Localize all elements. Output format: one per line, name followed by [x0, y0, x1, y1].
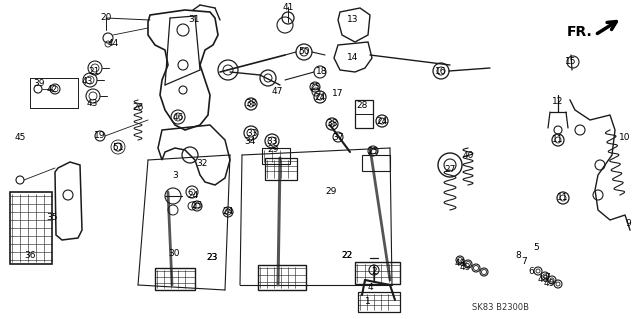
Text: 19: 19 [94, 131, 106, 140]
Text: 9: 9 [625, 219, 631, 228]
Bar [355, 100, 373, 128]
Text: 33: 33 [246, 129, 258, 137]
Text: FR.: FR. [567, 25, 593, 39]
Text: 5: 5 [533, 243, 539, 253]
Text: 11: 11 [557, 194, 569, 203]
Text: 20: 20 [100, 13, 112, 23]
Text: 13: 13 [348, 14, 359, 24]
Text: 36: 36 [24, 250, 36, 259]
Text: 11: 11 [552, 136, 564, 145]
Bar [258, 265, 306, 290]
Text: 39: 39 [33, 78, 45, 87]
Text: 7: 7 [521, 256, 527, 265]
Text: 49: 49 [543, 279, 555, 288]
Text: 23: 23 [206, 253, 218, 262]
Text: 34: 34 [244, 137, 256, 145]
Text: 32: 32 [196, 160, 208, 168]
Bar [265, 158, 297, 180]
Text: 23: 23 [206, 253, 218, 262]
Text: 29: 29 [325, 187, 337, 196]
Bar [355, 262, 400, 284]
Text: 26: 26 [132, 103, 144, 113]
Text: 1: 1 [365, 298, 371, 307]
Text: 15: 15 [565, 57, 577, 66]
Text: 28: 28 [356, 101, 368, 110]
Text: 37: 37 [332, 132, 344, 142]
Text: 46: 46 [172, 113, 184, 122]
Text: 44: 44 [108, 39, 118, 48]
Text: 22: 22 [341, 251, 353, 261]
Text: 48: 48 [538, 275, 548, 284]
Text: 10: 10 [620, 132, 631, 142]
Text: 31: 31 [188, 16, 200, 25]
Text: 33: 33 [266, 137, 278, 145]
Text: 48: 48 [454, 259, 466, 269]
Text: 27: 27 [444, 166, 456, 174]
Text: 25: 25 [367, 146, 379, 155]
Text: 2: 2 [371, 266, 377, 276]
Text: 21: 21 [88, 68, 100, 77]
Text: 38: 38 [245, 100, 257, 108]
Text: 40: 40 [462, 152, 474, 160]
Text: SK83 B2300B: SK83 B2300B [472, 303, 529, 313]
Text: 8: 8 [515, 250, 521, 259]
Text: 45: 45 [14, 132, 26, 142]
Text: 22: 22 [341, 251, 353, 261]
Text: 7: 7 [544, 273, 550, 283]
Text: 24: 24 [222, 207, 234, 217]
Text: 47: 47 [271, 86, 283, 95]
Text: 43: 43 [86, 99, 98, 108]
Text: 18: 18 [316, 68, 328, 77]
Text: 29: 29 [268, 145, 278, 154]
Text: 30: 30 [168, 249, 180, 257]
Text: 12: 12 [552, 98, 564, 107]
Text: 38: 38 [326, 120, 338, 129]
Text: 24: 24 [314, 93, 326, 101]
Text: 16: 16 [435, 66, 447, 76]
Text: 24: 24 [188, 191, 198, 201]
Text: 50: 50 [298, 48, 310, 56]
Text: 51: 51 [112, 143, 124, 152]
Text: 17: 17 [332, 88, 344, 98]
Text: 4: 4 [367, 283, 373, 292]
Text: 41: 41 [282, 3, 294, 11]
Text: 43: 43 [81, 77, 93, 85]
Text: 49: 49 [460, 263, 470, 272]
Text: 3: 3 [172, 170, 178, 180]
Text: 25: 25 [191, 202, 203, 211]
Text: 6: 6 [528, 266, 534, 276]
Text: 42: 42 [46, 85, 58, 93]
Bar [362, 155, 390, 171]
Bar [10, 192, 52, 264]
Bar [155, 268, 195, 290]
Text: 24: 24 [376, 116, 388, 125]
Bar [262, 148, 290, 164]
Text: 14: 14 [348, 54, 358, 63]
Text: 25: 25 [309, 83, 321, 92]
Text: 35: 35 [46, 213, 58, 222]
Bar [358, 292, 400, 312]
